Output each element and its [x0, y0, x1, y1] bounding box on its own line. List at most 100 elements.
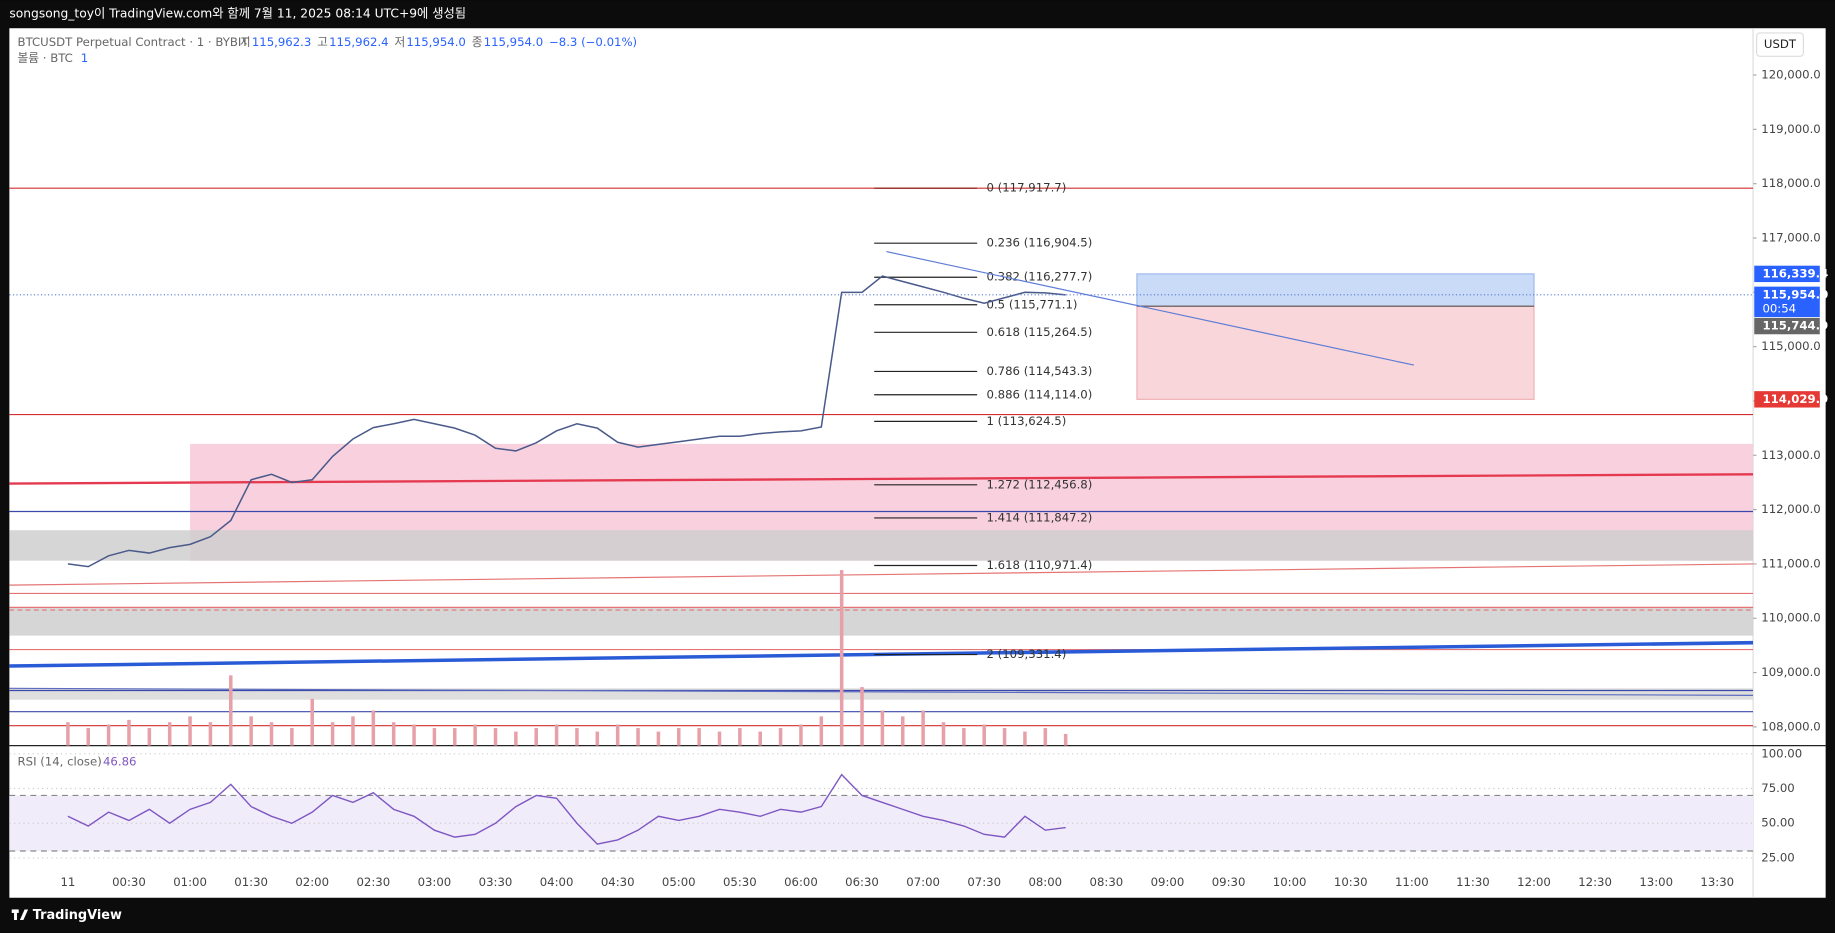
- y-tick-label: 119,000.0: [1761, 122, 1820, 136]
- volume-bar: [615, 724, 620, 746]
- x-tick-label: 09:30: [1212, 875, 1246, 889]
- last-badge-label: 115,954.0: [1762, 287, 1828, 301]
- x-tick-label: 01:00: [173, 875, 207, 889]
- stop-badge-label: 114,029.9: [1762, 392, 1828, 406]
- x-tick-label: 03:30: [479, 875, 513, 889]
- x-tick-label: 13:30: [1700, 875, 1734, 889]
- x-tick-label: 07:00: [906, 875, 940, 889]
- rsi-label: RSI (14, close): [18, 754, 102, 768]
- price-line: [67, 275, 1066, 568]
- volume-bar: [839, 570, 844, 746]
- y-tick-label: 108,000.0: [1761, 719, 1820, 733]
- x-tick-label: 05:30: [723, 875, 757, 889]
- rsi-last: 46.86: [103, 754, 136, 768]
- last-badge: [1754, 286, 1820, 318]
- volume-bar: [921, 710, 925, 746]
- rsi-tick-label: 75.00: [1761, 781, 1794, 795]
- caption: songsong_toy이 TradingView.com와 함께 7월 11,…: [9, 7, 466, 21]
- target-badge-label: 116,339.4: [1762, 266, 1828, 280]
- y-tick-label: 120,000.0: [1761, 68, 1820, 82]
- ohlc-value: 115,954.0: [406, 35, 465, 49]
- change: −8.3 (−0.01%): [549, 35, 637, 49]
- y-tick-label: 111,000.0: [1761, 556, 1820, 570]
- volume-bar: [819, 716, 824, 746]
- volume-bar: [330, 722, 335, 746]
- zone: [9, 607, 1754, 636]
- logo: [14, 909, 17, 920]
- ohlc-value: 115,962.3: [252, 35, 311, 49]
- volume-bar: [1023, 731, 1027, 746]
- countdown: 00:54: [1762, 301, 1796, 315]
- rsi-tick-label: 100.00: [1761, 746, 1802, 760]
- volume-bar: [717, 731, 722, 746]
- volume-label: 볼륨 · BTC: [18, 51, 73, 65]
- x-tick-label: 07:30: [967, 875, 1001, 889]
- volume-bar: [290, 728, 294, 746]
- volume-bar: [147, 728, 152, 746]
- y-tick-label: 115,000.0: [1761, 339, 1820, 353]
- x-tick-label: 04:00: [540, 875, 574, 889]
- volume-bar: [432, 728, 437, 746]
- x-tick-label: 11:30: [1456, 875, 1490, 889]
- volume-bar: [127, 719, 131, 746]
- volume-bar: [1002, 728, 1007, 746]
- x-tick-label: 04:30: [601, 875, 635, 889]
- volume-bar: [1063, 733, 1068, 746]
- zone: [9, 530, 1754, 561]
- volume-bar: [595, 731, 600, 746]
- stop-badge: [1754, 391, 1820, 408]
- volume-bar: [188, 716, 192, 746]
- y-tick-label: 117,000.0: [1761, 231, 1820, 245]
- volume-bar: [554, 724, 559, 746]
- volume-bar: [534, 728, 538, 746]
- ohlc-key: 종: [472, 35, 483, 49]
- volume-bar: [453, 728, 457, 746]
- rsi-tick-label: 50.00: [1761, 816, 1794, 830]
- volume-bar: [1043, 728, 1048, 746]
- volume-bar: [636, 728, 640, 746]
- fib-label: 0.886 (114,114.0): [987, 387, 1093, 401]
- fib-label: 0 (117,917.7): [987, 181, 1067, 195]
- volume-bar: [493, 728, 498, 746]
- rsi-line: [67, 773, 1066, 845]
- volume-bar: [941, 722, 946, 746]
- currency: USDT: [1764, 37, 1797, 51]
- volume-bar: [86, 728, 90, 746]
- x-tick-label: 08:30: [1090, 875, 1124, 889]
- fib-label: 0.382 (116,277.7): [987, 270, 1093, 284]
- x-tick-label: 05:00: [662, 875, 696, 889]
- fib-label: 0.5 (115,771.1): [987, 297, 1078, 311]
- fib-label: 1.272 (112,456.8): [987, 477, 1093, 491]
- volume-bar: [391, 722, 396, 746]
- fib-label: 0.618 (115,264.5): [987, 325, 1093, 339]
- x-tick-label: 10:30: [1334, 875, 1368, 889]
- x-tick-label: 11: [60, 875, 75, 889]
- ohlc-value: 115,954.0: [484, 35, 543, 49]
- target-badge: [1754, 265, 1820, 283]
- x-tick-label: 02:00: [295, 875, 329, 889]
- volume-bar: [880, 710, 885, 746]
- volume-bar: [310, 698, 314, 746]
- volume-bar: [799, 724, 803, 746]
- y-tick-label: 118,000.0: [1761, 176, 1820, 190]
- volume-bar: [656, 731, 661, 746]
- trend-line: [9, 563, 1754, 586]
- x-tick-label: 11:00: [1395, 875, 1429, 889]
- volume-bar: [412, 724, 416, 746]
- symbol: BTCUSDT Perpetual Contract · 1 · BYBIT: [18, 35, 250, 49]
- y-tick-label: 112,000.0: [1761, 502, 1820, 516]
- volume-bar: [778, 728, 783, 746]
- x-tick-label: 02:30: [356, 875, 390, 889]
- volume-bar: [677, 728, 681, 746]
- position-stop: [1136, 305, 1535, 400]
- x-tick-label: 01:30: [234, 875, 268, 889]
- volume-bar: [106, 724, 111, 746]
- ohlc-value: 115,962.4: [329, 35, 388, 49]
- volume-bar: [208, 722, 213, 746]
- currency-button[interactable]: [1756, 32, 1804, 57]
- x-tick-label: 00:30: [112, 875, 146, 889]
- y-tick-label: 109,000.0: [1761, 665, 1820, 679]
- x-tick-label: 09:00: [1151, 875, 1185, 889]
